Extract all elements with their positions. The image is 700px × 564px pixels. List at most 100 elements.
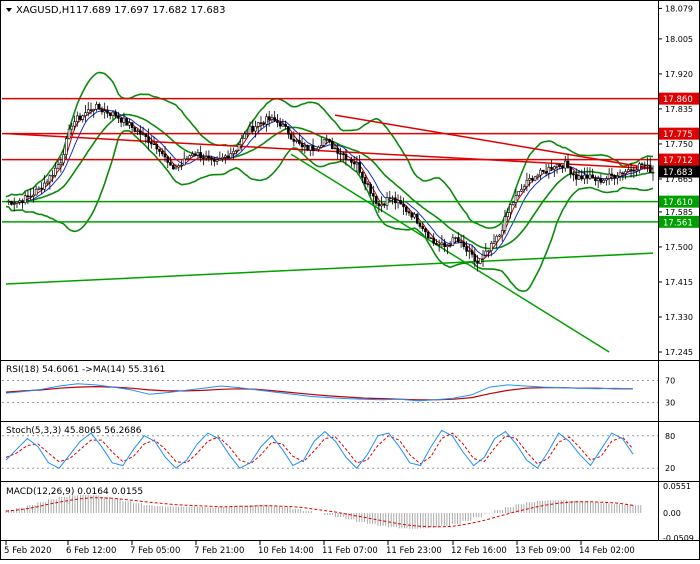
candle-bull: [84, 112, 87, 117]
candle-bear: [470, 250, 474, 255]
candle-bear: [476, 260, 479, 264]
candle-bull: [651, 171, 655, 174]
candle-bear: [344, 154, 348, 160]
candle-bull: [122, 117, 126, 123]
x-tick-label: 7 Feb 21:00: [194, 546, 244, 556]
candle-bear: [119, 117, 123, 123]
candle-bull: [234, 149, 238, 152]
candle-bear: [621, 172, 625, 175]
candle-bear: [284, 123, 287, 127]
candle-bull: [215, 159, 219, 162]
x-tick-label: 6 Feb 12:00: [66, 546, 116, 556]
candle-bear: [402, 203, 405, 208]
candle-bull: [92, 109, 96, 111]
candle-bull: [317, 146, 320, 150]
candle-bull: [588, 174, 592, 179]
candle-bear: [21, 200, 24, 203]
candle-bear: [147, 136, 150, 143]
candle-bull: [65, 138, 68, 155]
symbol-label: XAGUSD,H1: [16, 5, 76, 16]
candle-bull: [295, 140, 298, 142]
candle-bear: [330, 141, 334, 149]
candle-bear: [580, 175, 584, 180]
candle-bear: [648, 164, 652, 174]
candle-bear: [300, 143, 304, 148]
y-tick-label: 17.835: [665, 105, 693, 114]
candle-bear: [106, 110, 109, 114]
candle-bull: [637, 163, 641, 171]
candle-bear: [566, 160, 570, 168]
price-level-tag: [659, 127, 699, 140]
candle-bear: [473, 254, 477, 262]
y-tick-label: 17.585: [665, 208, 693, 217]
candle-bear: [171, 164, 175, 170]
candle-bull: [536, 174, 540, 178]
candle-bear: [163, 153, 167, 158]
candle-bear: [226, 155, 230, 159]
candle-bull: [618, 172, 622, 177]
candle-bear: [144, 133, 148, 137]
candle-bear: [298, 140, 301, 144]
y-tick-label: 17.750: [665, 140, 693, 149]
price-level-label: 17.712: [663, 156, 693, 166]
dropdown-triangle-icon[interactable]: [6, 8, 12, 12]
candle-bull: [111, 111, 115, 116]
candle-bear: [97, 104, 101, 110]
candle-bull: [103, 110, 106, 113]
candle-bear: [328, 139, 331, 142]
candle-bull: [221, 157, 224, 159]
price-level-label: 17.610: [663, 198, 693, 208]
candle-bear: [125, 117, 128, 126]
candle-bull: [627, 169, 630, 172]
candle-bull: [514, 195, 518, 203]
candle-bear: [443, 242, 446, 248]
candle-bear: [150, 142, 153, 145]
candle-bull: [270, 117, 274, 120]
candle-bull: [451, 237, 455, 246]
candle-bull: [396, 200, 400, 204]
price-level-label: 17.683: [663, 168, 693, 178]
macd-tick-label: 0.0551: [663, 482, 691, 491]
candle-bear: [426, 231, 430, 239]
candle-bear: [424, 228, 427, 233]
candle-bear: [366, 183, 370, 185]
candle-bull: [495, 235, 499, 243]
candle-bull: [355, 162, 359, 165]
candle-bear: [542, 169, 545, 172]
rsi-line: [5, 383, 634, 402]
candle-bear: [199, 152, 202, 159]
trendline-red[interactable]: [334, 114, 654, 170]
candle-bear: [292, 138, 296, 142]
candle-bull: [177, 165, 181, 168]
rsi-tick-label: 30: [665, 399, 675, 408]
candle-bear: [574, 174, 578, 180]
candle-bull: [243, 133, 246, 139]
candle-bull: [498, 234, 501, 237]
stoch-tick-label: 20: [665, 464, 675, 473]
candle-bear: [133, 127, 137, 132]
trendline-green[interactable]: [290, 153, 610, 353]
stoch-main-line: [5, 429, 634, 469]
candle-bear: [363, 177, 367, 185]
candle-bull: [520, 188, 523, 192]
candle-bear: [289, 134, 293, 140]
candle-bear: [40, 187, 43, 190]
bollinger-lower-band: [5, 129, 654, 292]
candle-bull: [95, 104, 98, 110]
candle-bull: [188, 155, 191, 160]
candle-bull: [533, 176, 537, 181]
trendline-red[interactable]: [5, 132, 654, 170]
candle-bear: [10, 200, 13, 205]
candle-bear: [259, 122, 263, 124]
candle-bull: [602, 179, 605, 183]
candle-bear: [465, 246, 468, 252]
y-tick-label: 18.079: [665, 4, 693, 13]
candle-bull: [59, 162, 63, 165]
candle-bear: [158, 148, 161, 152]
candle-bull: [75, 115, 79, 123]
trendline-green[interactable]: [5, 252, 654, 285]
candle-bull: [547, 167, 551, 174]
candle-bull: [7, 200, 11, 203]
